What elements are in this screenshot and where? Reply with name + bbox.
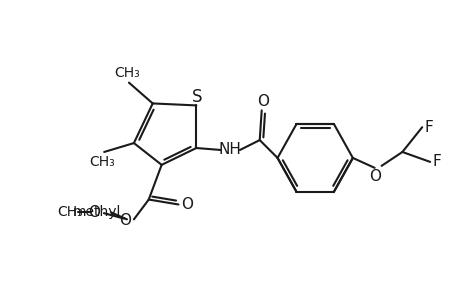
Text: CH₃: CH₃ bbox=[89, 155, 115, 169]
Text: O: O bbox=[256, 94, 268, 109]
Text: S: S bbox=[192, 88, 202, 106]
Text: methyl: methyl bbox=[73, 206, 121, 219]
Text: O: O bbox=[181, 197, 193, 212]
Text: O: O bbox=[119, 213, 131, 228]
Text: F: F bbox=[424, 120, 432, 135]
Text: CH₃: CH₃ bbox=[114, 66, 140, 80]
Text: O: O bbox=[368, 169, 380, 184]
Text: O: O bbox=[88, 205, 100, 220]
Text: F: F bbox=[432, 154, 441, 169]
Text: NH: NH bbox=[218, 142, 241, 158]
Text: CH₃: CH₃ bbox=[57, 206, 83, 219]
